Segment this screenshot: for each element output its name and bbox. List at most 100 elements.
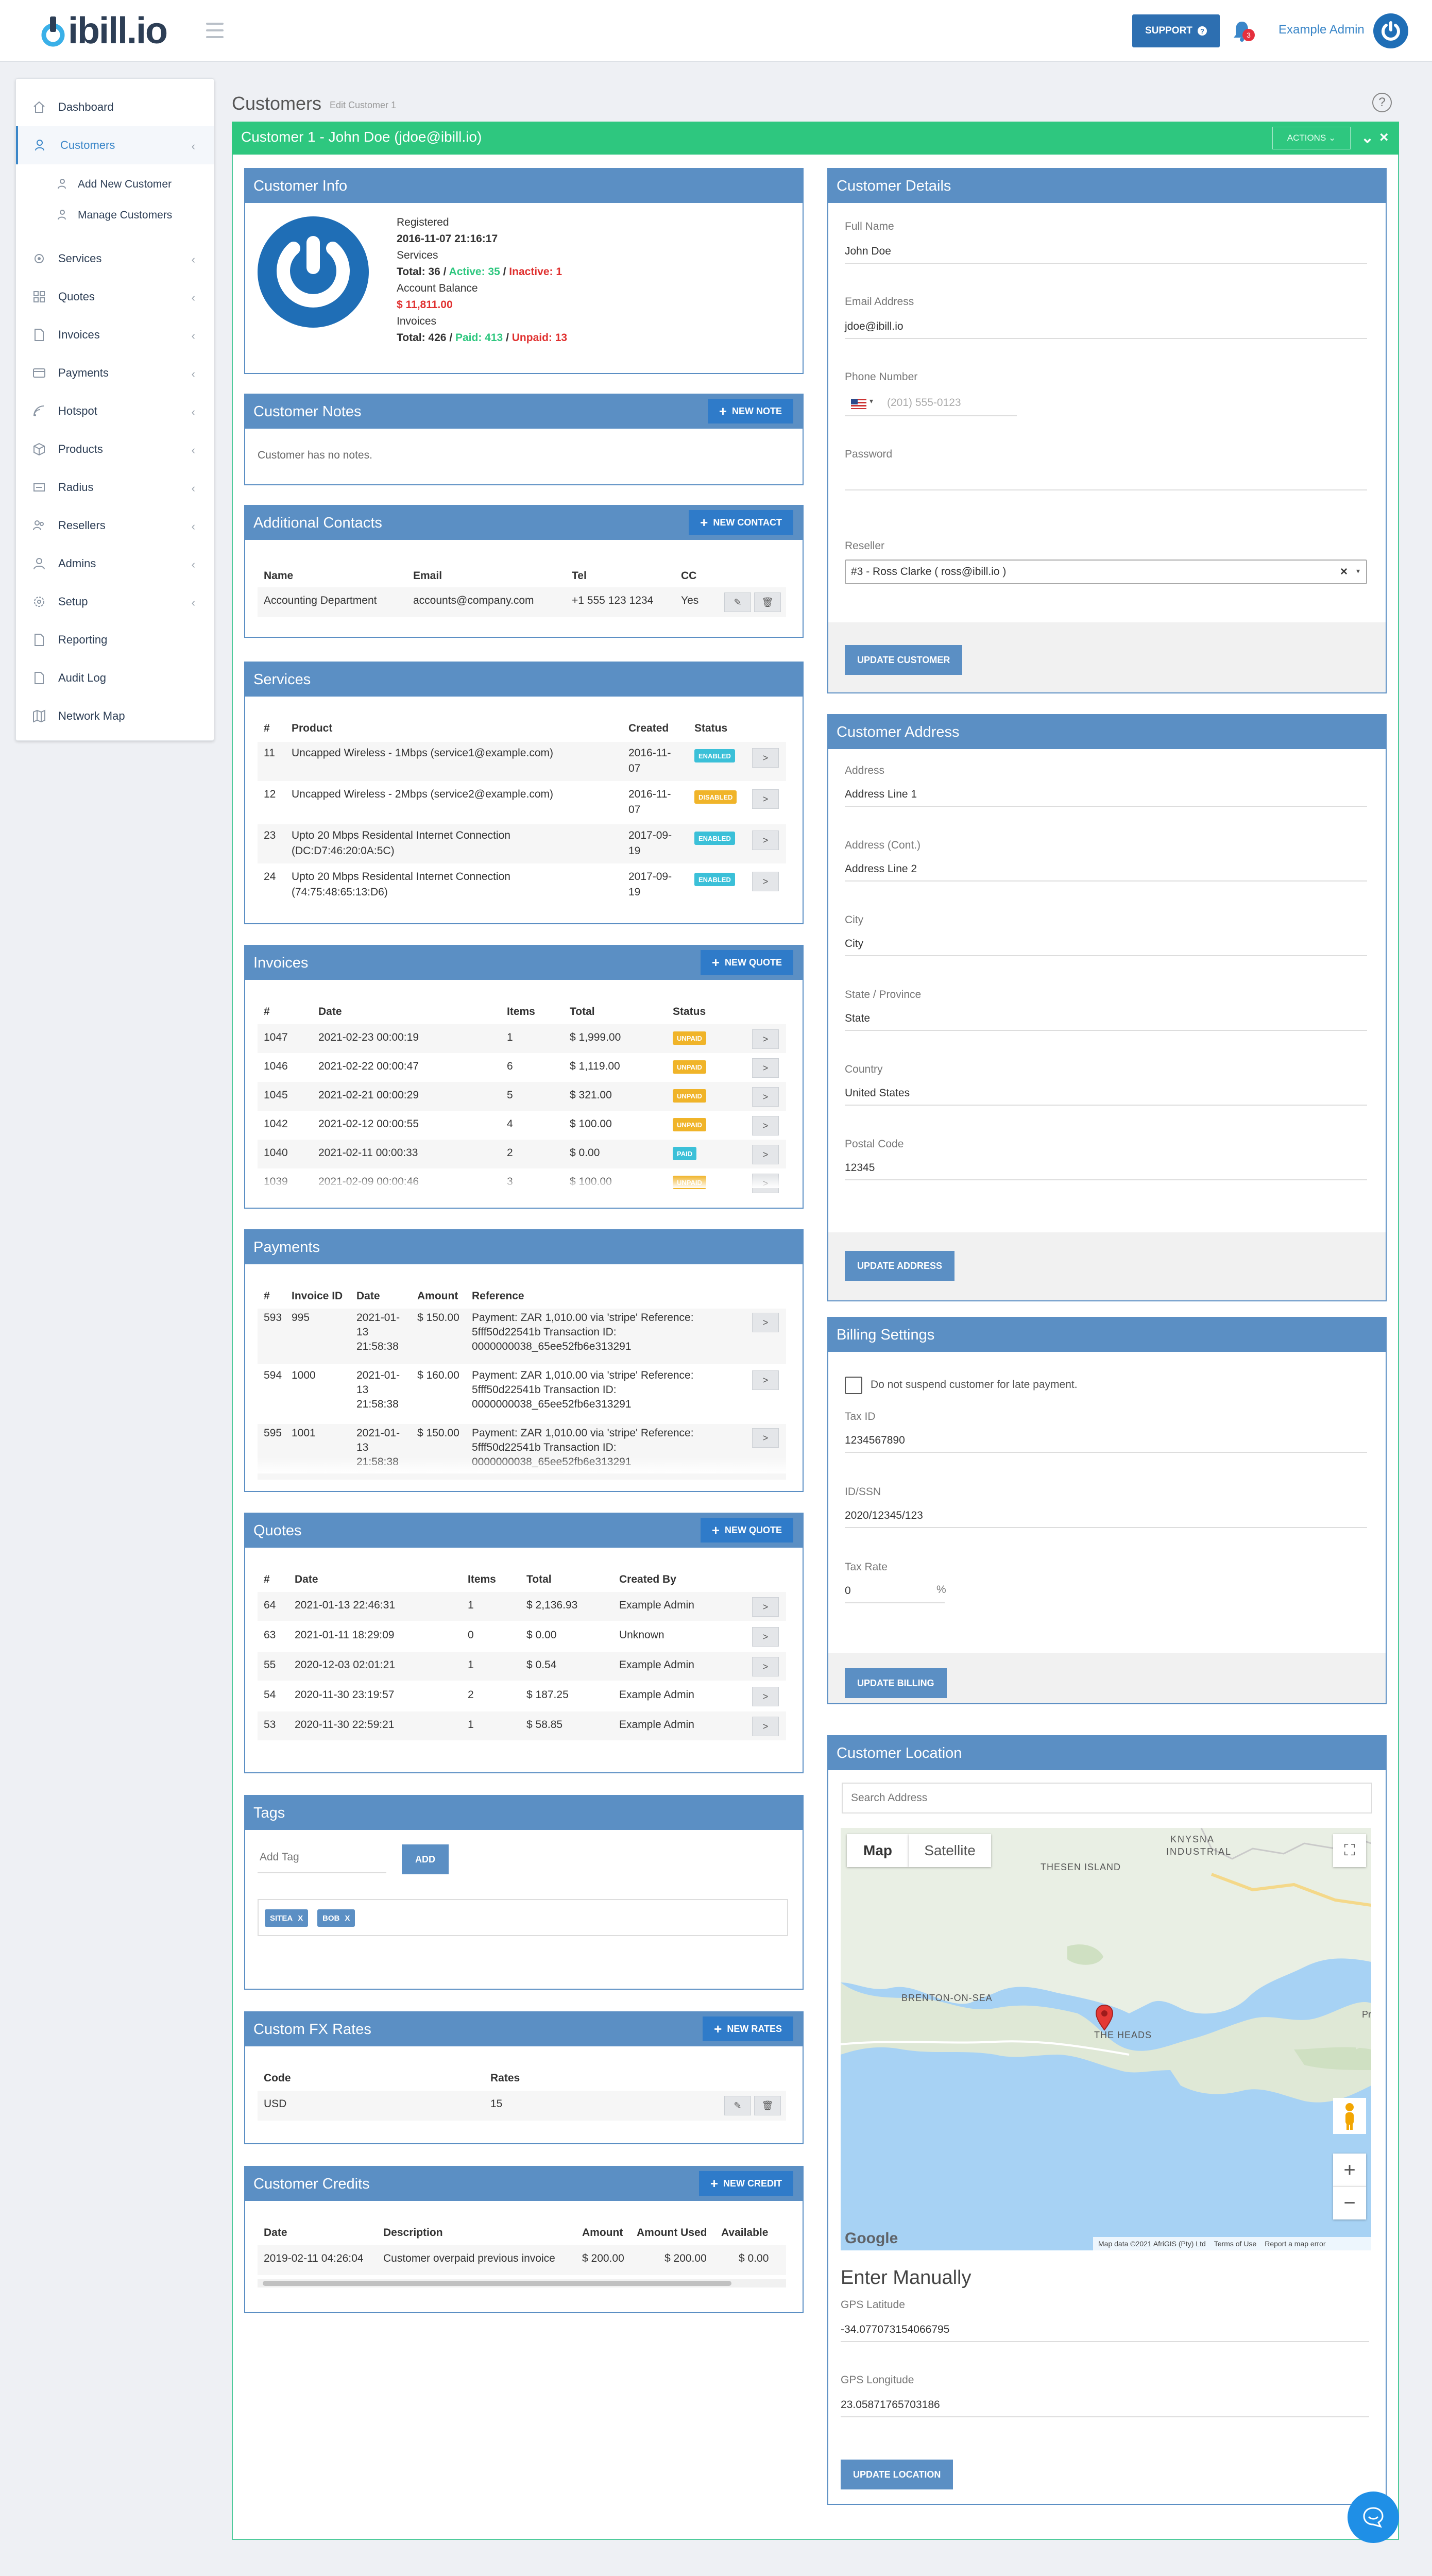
add-tag-input[interactable] xyxy=(258,1842,386,1873)
update-address-button[interactable]: UPDATE ADDRESS xyxy=(845,1251,955,1281)
update-billing-button[interactable]: UPDATE BILLING xyxy=(845,1668,947,1698)
sidebar-item-quotes[interactable]: Quotes ‹ xyxy=(16,278,214,316)
sidebar-item-payments[interactable]: Payments ‹ xyxy=(16,354,214,392)
address-field[interactable]: State xyxy=(845,1012,1367,1031)
address-field[interactable]: City xyxy=(845,938,1367,956)
sidebar-item-customers[interactable]: Customers ‹ xyxy=(16,126,214,164)
sidebar-item-audit-log[interactable]: Audit Log xyxy=(16,659,214,697)
open-payment-button[interactable]: > xyxy=(752,1428,779,1448)
invoice-cell: $ 321.00 xyxy=(570,1089,612,1101)
new-quote-button[interactable]: + NEW QUOTE xyxy=(700,950,793,975)
email-field[interactable]: jdoe@ibill.io xyxy=(845,320,1367,339)
logo[interactable]: ibill.io xyxy=(40,10,168,52)
open-payment-button[interactable]: > xyxy=(752,1370,779,1390)
new-quote-button[interactable]: + NEW QUOTE xyxy=(700,1518,793,1543)
clear-icon[interactable]: × xyxy=(1340,565,1348,579)
payment-reference: 0000000038_65ee52fb6e313291 xyxy=(472,1398,632,1410)
edit-icon[interactable]: ✎ xyxy=(724,2096,751,2115)
search-address-input[interactable] xyxy=(842,1783,1372,1814)
new-note-button[interactable]: + NEW NOTE xyxy=(707,399,793,423)
map-tab[interactable]: Map xyxy=(847,1834,909,1867)
scrollbar-thumb[interactable] xyxy=(263,2281,731,2286)
update-customer-button[interactable]: UPDATE CUSTOMER xyxy=(845,645,963,675)
open-invoice-button[interactable]: > xyxy=(752,1029,779,1049)
location-map[interactable]: Map Satellite ⛶ KNYSNA INDUSTRIAL THESEN… xyxy=(841,1828,1371,2250)
address-field[interactable]: 12345 xyxy=(845,1162,1367,1180)
address-field[interactable]: Address Line 1 xyxy=(845,788,1367,807)
column-header: Status xyxy=(694,722,728,734)
sidebar-item-network-map[interactable]: Network Map xyxy=(16,697,214,735)
zoom-out-button[interactable]: − xyxy=(1333,2187,1366,2219)
zoom-in-button[interactable]: + xyxy=(1333,2154,1366,2187)
open-service-button[interactable]: > xyxy=(752,872,779,891)
horizontal-scrollbar[interactable] xyxy=(258,2279,786,2287)
new-contact-button[interactable]: + NEW CONTACT xyxy=(689,510,793,535)
report-link[interactable]: Report a map error xyxy=(1265,2240,1326,2248)
sidebar-item-dashboard[interactable]: Dashboard xyxy=(16,88,214,126)
password-field[interactable] xyxy=(845,467,1367,490)
pegman-icon[interactable] xyxy=(1333,2098,1366,2134)
admin-name[interactable]: Example Admin xyxy=(1278,23,1365,37)
tags-box[interactable]: SITEA X BOB X xyxy=(258,1899,788,1936)
new-credit-button[interactable]: + NEW CREDIT xyxy=(698,2171,793,2196)
open-invoice-button[interactable]: > xyxy=(752,1058,779,1078)
late-payment-checkbox[interactable] xyxy=(845,1377,862,1394)
sidebar-item-resellers[interactable]: Resellers ‹ xyxy=(16,506,214,545)
sidebar-item-products[interactable]: Products ‹ xyxy=(16,430,214,468)
fullscreen-icon[interactable]: ⛶ xyxy=(1333,1834,1366,1867)
sidebar-item-reporting[interactable]: Reporting xyxy=(16,621,214,659)
sidebar-subitem-add-customer[interactable]: Add New Customer xyxy=(57,172,172,197)
close-icon[interactable]: × xyxy=(1379,129,1389,146)
gps-longitude-field[interactable]: 23.05871765703186 xyxy=(841,2399,1369,2417)
open-payment-button[interactable]: > xyxy=(752,1313,779,1332)
avatar[interactable] xyxy=(1373,13,1408,48)
map-canvas[interactable] xyxy=(841,1828,1371,2250)
terms-link[interactable]: Terms of Use xyxy=(1214,2240,1257,2248)
location-pin-icon[interactable] xyxy=(1095,2004,1114,2031)
gps-latitude-field[interactable]: -34.077073154066795 xyxy=(841,2324,1369,2342)
sidebar-item-services[interactable]: Services ‹ xyxy=(16,240,214,278)
sidebar-item-radius[interactable]: Radius ‹ xyxy=(16,468,214,506)
tax-id-field[interactable]: 1234567890 xyxy=(845,1434,1367,1453)
new-rates-button[interactable]: + NEW RATES xyxy=(703,2016,793,2041)
open-service-button[interactable]: > xyxy=(752,831,779,850)
balance-label: Account Balance xyxy=(397,282,478,294)
idssn-field[interactable]: 2020/12345/123 xyxy=(845,1510,1367,1528)
sidebar-subitem-manage-customers[interactable]: Manage Customers xyxy=(57,202,172,228)
reseller-select[interactable]: #3 - Ross Clarke ( ross@ibill.io ) × ▾ xyxy=(845,560,1367,584)
edit-icon[interactable]: ✎ xyxy=(724,592,751,612)
update-location-button[interactable]: UPDATE LOCATION xyxy=(841,2460,953,2489)
collapse-icon[interactable]: ⌄ xyxy=(1361,129,1374,146)
open-quote-button[interactable]: > xyxy=(752,1597,779,1617)
address-field[interactable]: United States xyxy=(845,1087,1367,1106)
open-quote-button[interactable]: > xyxy=(752,1657,779,1676)
open-quote-button[interactable]: > xyxy=(752,1687,779,1706)
actions-dropdown[interactable]: ACTIONS ⌄ xyxy=(1272,127,1351,149)
open-service-button[interactable]: > xyxy=(752,748,779,768)
open-quote-button[interactable]: > xyxy=(752,1717,779,1736)
sidebar-item-setup[interactable]: Setup ‹ xyxy=(16,583,214,621)
remove-tag-icon[interactable]: X xyxy=(345,1913,350,1923)
help-icon[interactable]: ? xyxy=(1372,93,1392,112)
full-name-field[interactable]: John Doe xyxy=(845,245,1367,264)
open-quote-button[interactable]: > xyxy=(752,1627,779,1647)
sidebar-item-hotspot[interactable]: Hotspot ‹ xyxy=(16,392,214,430)
sidebar-item-invoices[interactable]: Invoices ‹ xyxy=(16,316,214,354)
menu-toggle-icon[interactable] xyxy=(206,23,224,38)
chat-widget-button[interactable] xyxy=(1348,2492,1399,2543)
add-tag-button[interactable]: ADD xyxy=(402,1844,449,1874)
remove-tag-icon[interactable]: X xyxy=(298,1913,303,1923)
trash-icon[interactable]: 🗑 xyxy=(754,592,781,612)
satellite-tab[interactable]: Satellite xyxy=(909,1834,991,1867)
open-invoice-button[interactable]: > xyxy=(752,1087,779,1107)
open-invoice-button[interactable]: > xyxy=(752,1116,779,1136)
us-flag-icon[interactable] xyxy=(851,399,866,409)
trash-icon[interactable]: 🗑 xyxy=(754,2096,781,2115)
sidebar-item-admins[interactable]: Admins ‹ xyxy=(16,545,214,583)
tax-rate-field[interactable]: 0 xyxy=(845,1585,945,1603)
open-invoice-button[interactable]: > xyxy=(752,1145,779,1164)
open-service-button[interactable]: > xyxy=(752,789,779,809)
phone-field[interactable]: ▾ (201) 555-0123 xyxy=(845,394,1017,416)
address-field[interactable]: Address Line 2 xyxy=(845,863,1367,882)
support-button[interactable]: SUPPORT? xyxy=(1132,14,1220,47)
